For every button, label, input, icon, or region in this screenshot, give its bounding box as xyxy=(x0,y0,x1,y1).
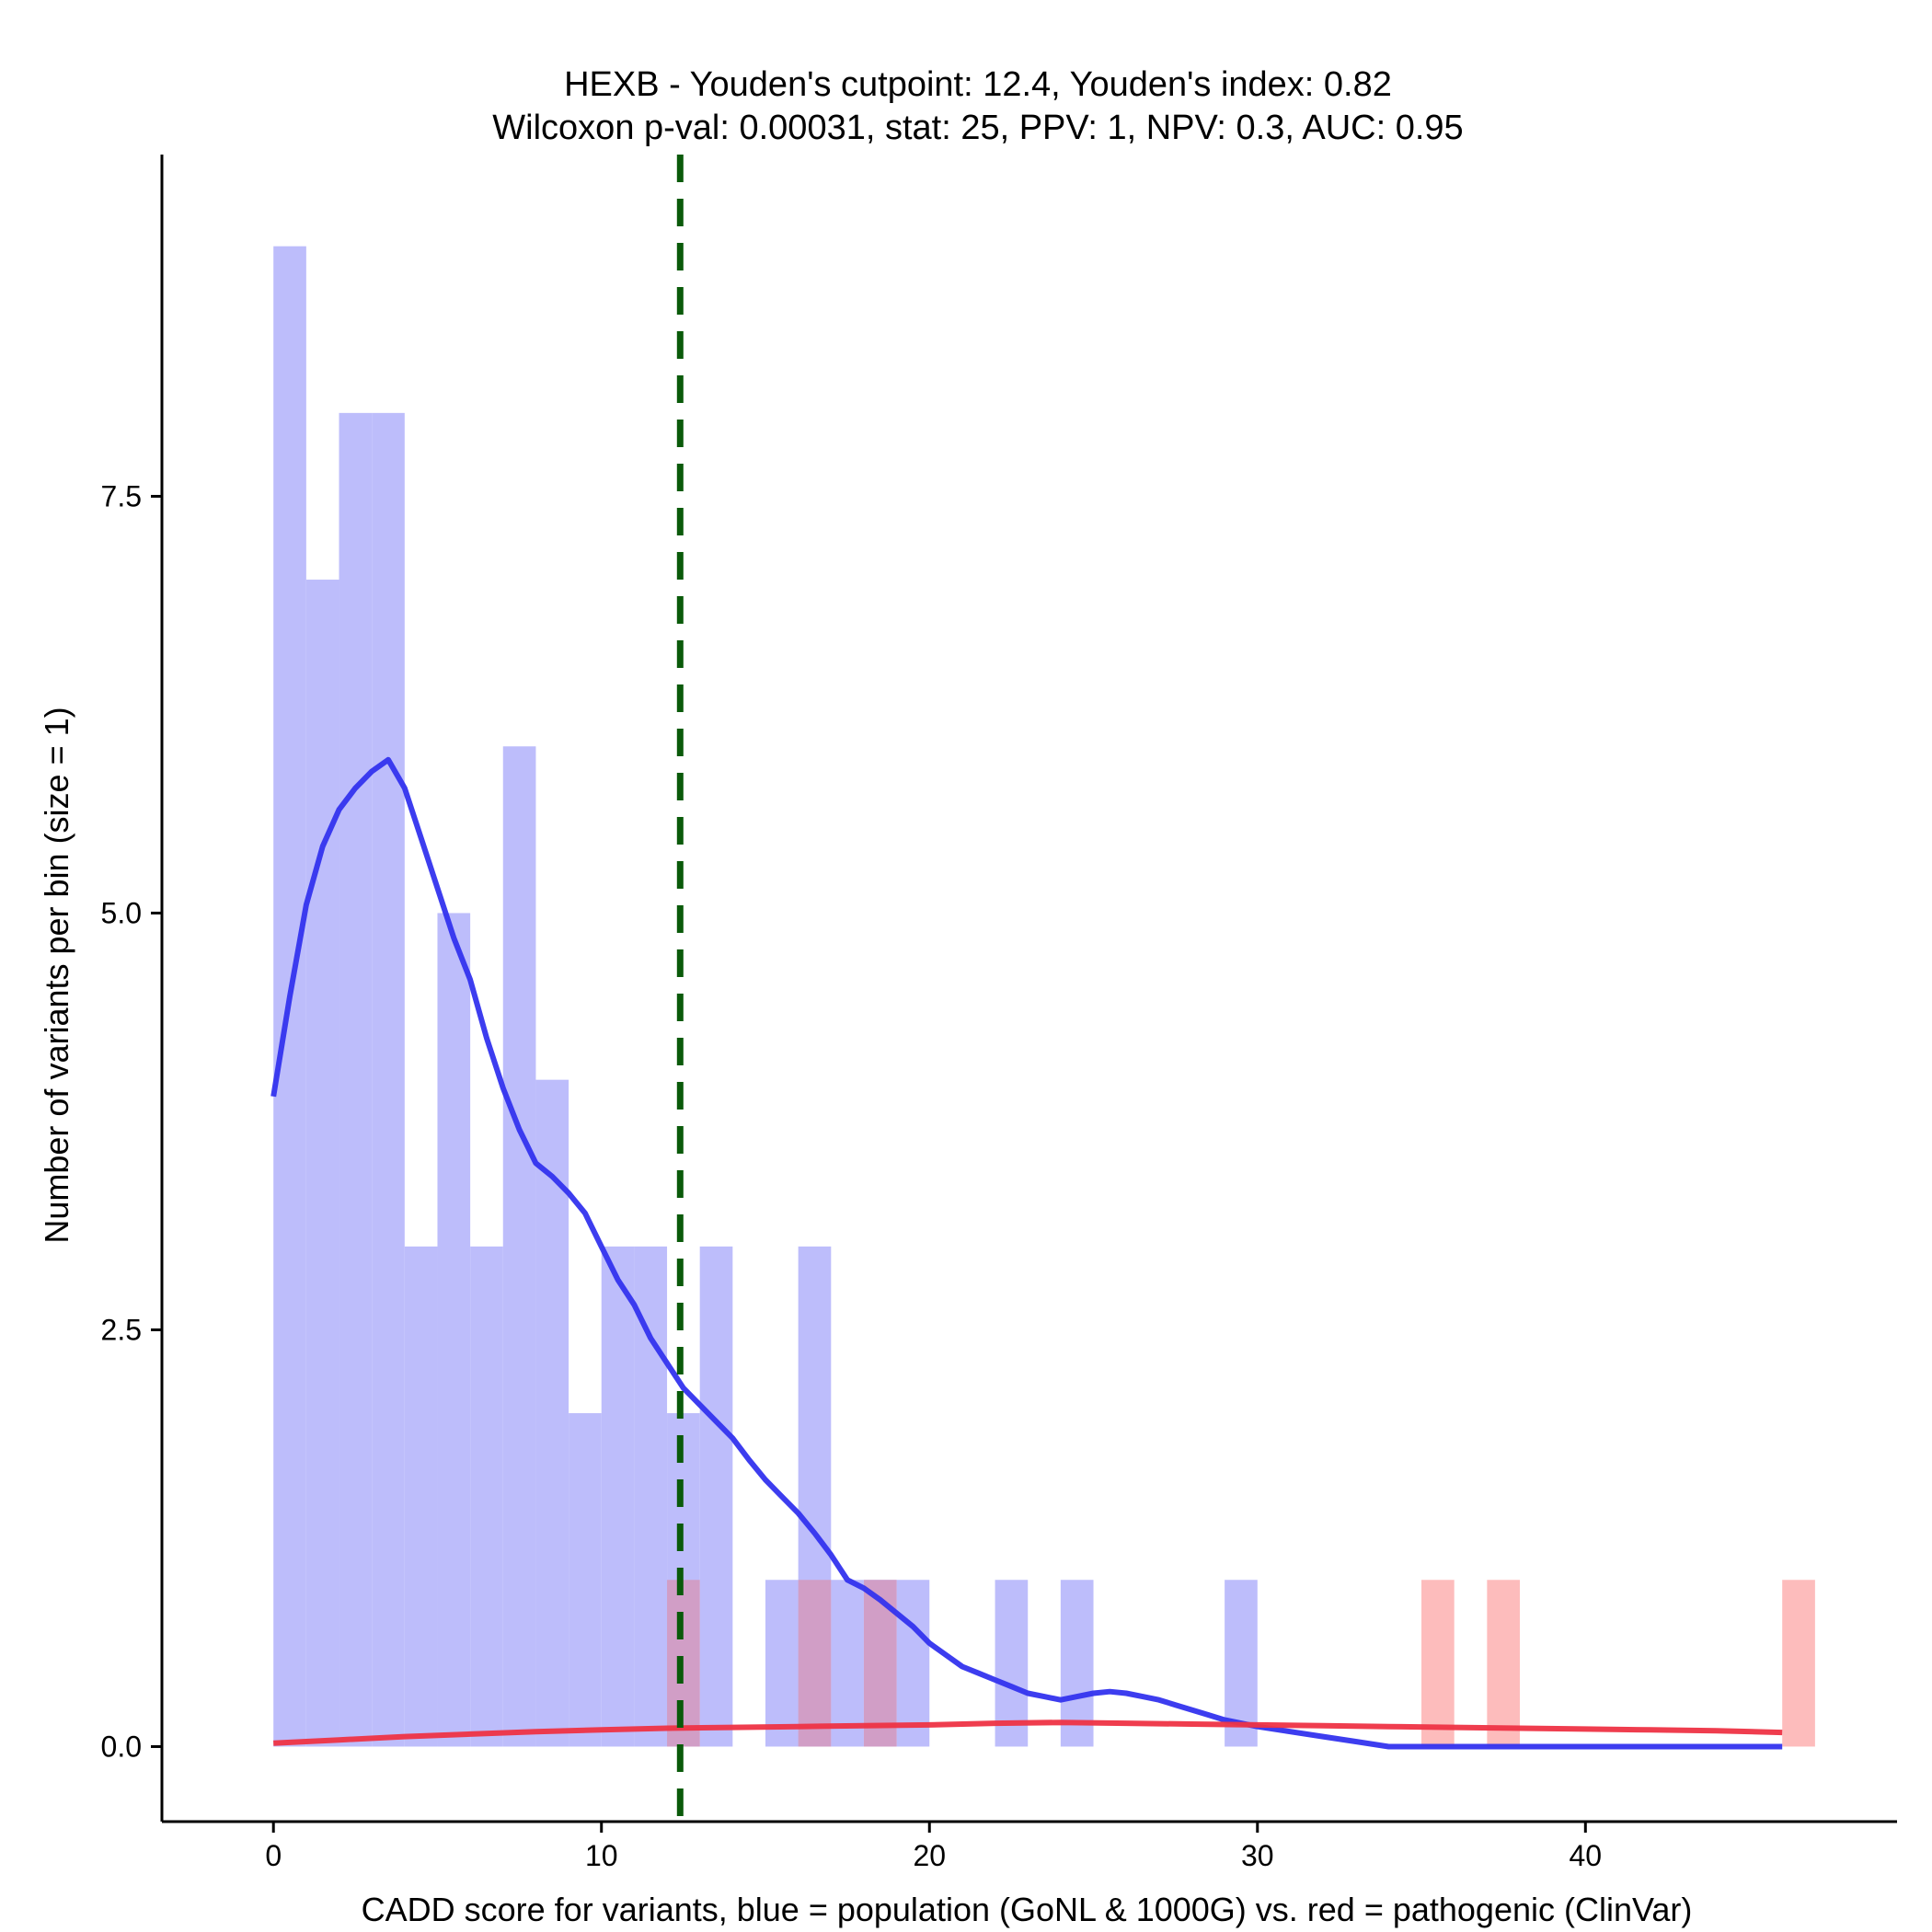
axes-layer xyxy=(160,155,1897,1823)
pathogenic-bar-12 xyxy=(667,1580,700,1747)
population-bar-1 xyxy=(305,580,339,1747)
population-bar-22 xyxy=(995,1580,1029,1747)
y-tick-label-0: 0.0 xyxy=(101,1730,142,1763)
population-bar-15 xyxy=(765,1580,799,1747)
population-bar-17 xyxy=(831,1580,864,1747)
population-bar-24 xyxy=(1060,1580,1094,1747)
y-tick-label-7.5: 7.5 xyxy=(101,479,142,512)
x-tick-label-30: 30 xyxy=(1241,1839,1274,1872)
pathogenic-bar-35 xyxy=(1421,1580,1455,1747)
pathogenic-bar-16 xyxy=(798,1580,832,1747)
density-lines-layer xyxy=(270,155,1783,1822)
ticks-layer: 0 10 20 30 40 0.0 2.5 5.0 7.5 xyxy=(101,479,1603,1872)
population-bar-5 xyxy=(437,913,471,1747)
y-axis-label: Number of variants per bin (size = 1) xyxy=(38,707,75,1243)
x-axis-label: CADD score for variants, blue = populati… xyxy=(362,1891,1693,1928)
population-density-line xyxy=(270,756,1783,1750)
bars-layer xyxy=(273,246,1815,1747)
population-bar-13 xyxy=(699,1246,733,1747)
x-tick-label-0: 0 xyxy=(265,1839,282,1872)
x-tick-label-20: 20 xyxy=(913,1839,946,1872)
y-tick-label-2.5: 2.5 xyxy=(101,1313,142,1346)
population-bar-4 xyxy=(404,1246,438,1747)
population-bar-2 xyxy=(339,412,373,1747)
pathogenic-bar-37 xyxy=(1487,1580,1520,1747)
chart-title-line-2: Wilcoxon p-val: 0.00031, stat: 25, PPV: … xyxy=(492,109,1463,147)
population-bar-9 xyxy=(569,1413,602,1747)
pathogenic-density-line xyxy=(273,1719,1783,1746)
pathogenic-bar-46 xyxy=(1782,1580,1815,1747)
population-bar-10 xyxy=(601,1246,635,1747)
y-tick-label-5: 5.0 xyxy=(101,896,142,929)
population-bar-11 xyxy=(634,1246,668,1747)
x-tick-label-40: 40 xyxy=(1570,1839,1603,1872)
population-bar-19 xyxy=(896,1580,930,1747)
chart-title-line-1: HEXB - Youden's cutpoint: 12.4, Youden's… xyxy=(564,65,1392,104)
x-tick-label-10: 10 xyxy=(585,1839,618,1872)
population-bar-7 xyxy=(502,746,536,1747)
population-bar-3 xyxy=(372,412,405,1747)
pathogenic-bar-18 xyxy=(863,1580,897,1747)
population-bar-6 xyxy=(470,1246,503,1747)
